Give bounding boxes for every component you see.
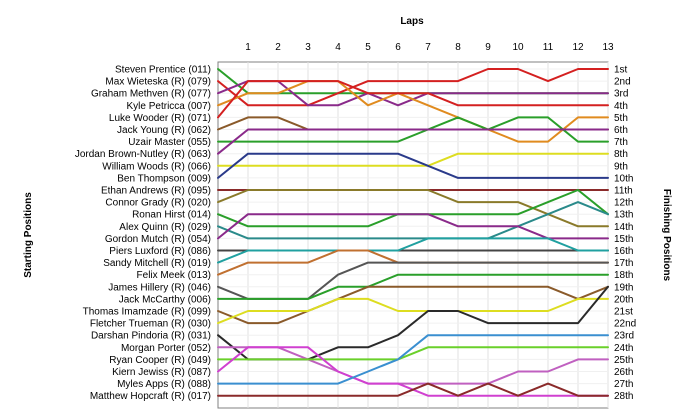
y-axis-title-left: Starting Positions [23, 192, 34, 278]
driver-start-label: Thomas Imamzade (R) (099) [83, 307, 211, 318]
finishing-position-label: 2nd [614, 77, 631, 88]
series-line [217, 346, 609, 385]
series-line [217, 334, 609, 385]
driver-start-label: Kiern Jewiss (R) (087) [112, 367, 211, 378]
series-line [217, 346, 609, 361]
finishing-position-label: 22nd [614, 319, 636, 330]
driver-start-label: Ronan Hirst (014) [132, 210, 211, 221]
driver-start-label: Piers Luxford (R) (086) [109, 246, 211, 257]
finishing-position-label: 10th [614, 173, 633, 184]
driver-start-label: Darshan Pindoria (R) (031) [91, 331, 211, 342]
finishing-position-label: 27th [614, 379, 633, 390]
driver-start-label: Morgan Porter (052) [121, 343, 211, 354]
driver-start-label: Max Wieteska (R) (079) [105, 77, 211, 88]
starting-position-labels: Steven Prentice (011)Max Wieteska (R) (0… [75, 65, 211, 403]
driver-start-label: Felix Meek (013) [137, 270, 211, 281]
series-line [217, 382, 609, 397]
series-line [217, 128, 609, 155]
driver-start-label: Connor Grady (R) (020) [105, 198, 211, 209]
series-line [217, 80, 609, 143]
plot-area [217, 61, 609, 409]
finishing-position-label: 13th [614, 210, 633, 221]
finishing-position-label: 26th [614, 367, 633, 378]
finishing-position-label: 28th [614, 391, 633, 402]
finishing-position-label: 24th [614, 343, 633, 354]
driver-start-label: William Woods (R) (066) [102, 161, 211, 172]
driver-start-label: Alex Quinn (R) (029) [119, 222, 211, 233]
finishing-position-label: 19th [614, 282, 633, 293]
lap-tick-label: 10 [512, 42, 524, 53]
finishing-position-label: 12th [614, 198, 633, 209]
driver-start-label: Uzair Master (055) [128, 137, 211, 148]
lap-tick-label: 13 [602, 42, 614, 53]
finishing-position-label: 16th [614, 246, 633, 257]
lap-tick-label: 12 [572, 42, 584, 53]
finishing-position-label: 5th [614, 113, 628, 124]
finishing-position-label: 21st [614, 307, 633, 318]
finishing-position-label: 11th [614, 186, 633, 197]
series-line [217, 273, 609, 300]
driver-start-label: Matthew Hopcraft (R) (017) [90, 391, 211, 402]
driver-start-label: Ben Thompson (009) [117, 173, 211, 184]
finishing-position-label: 25th [614, 355, 633, 366]
finishing-position-label: 1st [614, 65, 628, 76]
driver-start-label: James Hillery (R) (046) [108, 282, 211, 293]
series-lines [217, 68, 609, 397]
finishing-position-label: 17th [614, 258, 633, 269]
finishing-position-label: 9th [614, 161, 628, 172]
series-line [217, 201, 609, 240]
driver-start-label: Gordon Mutch (R) (054) [105, 234, 211, 245]
y-axis-title-right: Finishing Positions [661, 189, 672, 282]
driver-start-label: Luke Wooder (R) (071) [109, 113, 211, 124]
series-line [217, 116, 609, 143]
finishing-position-label: 6th [614, 125, 628, 136]
series-line [217, 68, 609, 107]
series-line [217, 237, 609, 264]
lap-tick-label: 1 [245, 42, 251, 53]
driver-start-label: Kyle Petricca (007) [127, 101, 211, 112]
finishing-position-label: 18th [614, 270, 633, 281]
driver-start-label: Ethan Andrews (R) (095) [101, 186, 211, 197]
driver-start-label: Sandy Mitchell (R) (019) [103, 258, 211, 269]
lap-tick-label: 2 [275, 42, 281, 53]
driver-start-label: Ryan Cooper (R) (049) [109, 355, 211, 366]
series-line [217, 152, 609, 167]
lap-tick-labels: 1 2 3 4 5 6 7 8 9 10 11 12 13 [245, 42, 614, 53]
lap-tick-label: 8 [455, 42, 461, 53]
finishing-position-label: 20th [614, 294, 633, 305]
driver-start-label: Fletcher Trueman (R) (030) [90, 319, 211, 330]
finishing-position-label: 8th [614, 149, 628, 160]
finishing-position-label: 4th [614, 101, 628, 112]
series-line [217, 213, 609, 240]
series-line [217, 152, 609, 179]
lap-tick-label: 9 [485, 42, 491, 53]
lap-tick-label: 3 [305, 42, 311, 53]
series-line [217, 80, 609, 119]
series-line [217, 297, 609, 325]
lap-tick-label: 7 [425, 42, 431, 53]
lap-tick-label: 11 [543, 42, 554, 53]
finishing-position-label: 15th [614, 234, 633, 245]
finishing-position-label: 14th [614, 222, 633, 233]
series-line [217, 189, 609, 228]
lap-tick-label: 6 [395, 42, 401, 53]
driver-start-label: Steven Prentice (011) [115, 65, 211, 76]
lap-tick-label: 4 [335, 42, 341, 53]
driver-start-label: Myles Apps (R) (088) [117, 379, 211, 390]
finishing-position-label: 23rd [614, 331, 634, 342]
lap-tick-label: 5 [365, 42, 371, 53]
series-line [217, 285, 609, 325]
chart-title: Laps [400, 16, 424, 27]
finishing-position-label: 3rd [614, 89, 628, 100]
finishing-position-label: 7th [614, 137, 628, 148]
driver-start-label: Graham Methven (R) (077) [91, 89, 211, 100]
driver-start-label: Jordan Brown-Nutley (R) (063) [75, 149, 211, 160]
driver-start-label: Jack Young (R) (062) [117, 125, 211, 136]
finishing-position-labels: 1st2nd3rd4th5th6th7th8th9th10th11th12th1… [614, 65, 636, 403]
driver-start-label: Jack McCarthy (006) [119, 294, 211, 305]
